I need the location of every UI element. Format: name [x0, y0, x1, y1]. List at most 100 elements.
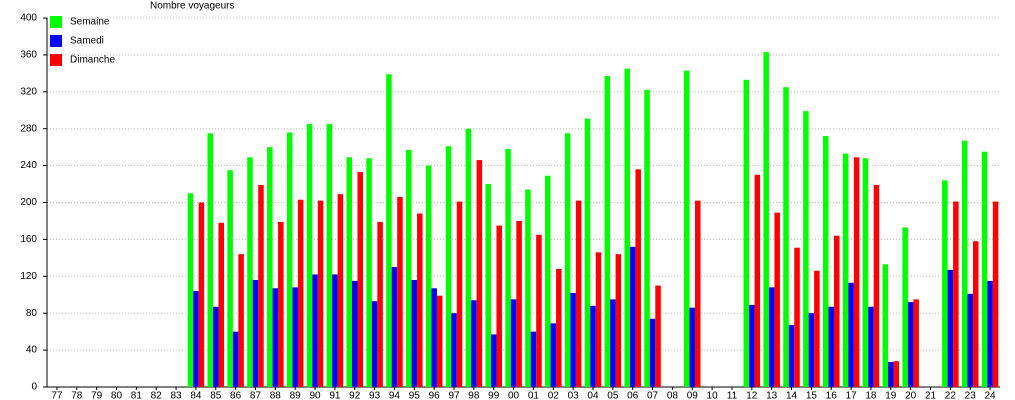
x-tick-label: 13 [766, 391, 778, 400]
y-tick-label: 240 [20, 160, 37, 171]
bar [411, 279, 418, 387]
x-tick-label: 11 [727, 391, 738, 400]
bar [238, 254, 244, 387]
bar [868, 306, 874, 387]
bar [743, 79, 750, 388]
bar [326, 124, 333, 388]
x-tick-label: 85 [210, 391, 222, 400]
x-tick-label: 77 [51, 391, 63, 400]
x-tick-label: 08 [667, 391, 679, 400]
x-tick-label: 15 [806, 391, 818, 400]
bar [961, 140, 968, 387]
legend-label: Semaine [70, 17, 110, 28]
bar [406, 149, 412, 387]
bar [788, 325, 795, 387]
bar [604, 76, 611, 388]
bar [783, 87, 789, 387]
bar [942, 180, 948, 387]
bar [272, 288, 279, 387]
bar [451, 313, 457, 387]
x-tick-label: 95 [409, 391, 421, 400]
y-axis-label: Nombre voyageurs [150, 1, 234, 12]
bar [689, 307, 696, 387]
bar [981, 151, 988, 387]
bar [655, 285, 661, 387]
bar [213, 306, 219, 387]
y-tick-label: 320 [20, 86, 37, 97]
bar [371, 301, 378, 387]
bar [496, 225, 502, 387]
bar [913, 299, 919, 387]
x-tick-label: 21 [925, 391, 937, 400]
x-tick-label: 05 [607, 391, 619, 400]
x-tick-label: 90 [309, 391, 321, 400]
bar [615, 254, 622, 387]
x-tick-label: 98 [468, 391, 480, 400]
bar [377, 221, 383, 387]
x-tick-label: 88 [270, 391, 282, 400]
x-tick-label: 79 [91, 391, 103, 400]
x-tick-label: 01 [528, 391, 540, 400]
bar [947, 269, 954, 387]
bar [768, 287, 775, 387]
bar [882, 264, 889, 387]
x-tick-label: 16 [826, 391, 838, 400]
bar [629, 246, 636, 387]
bar [624, 68, 630, 388]
bar [258, 184, 264, 387]
bar [198, 202, 205, 387]
bar [218, 222, 225, 387]
legend-label: Samedi [70, 36, 104, 47]
bar [842, 153, 849, 387]
x-tick-label: 96 [429, 391, 441, 400]
bar [644, 89, 650, 387]
bar [306, 124, 313, 388]
x-tick-label: 86 [230, 391, 242, 400]
legend-swatch [50, 35, 62, 47]
bar [953, 201, 959, 387]
bar [490, 334, 497, 387]
x-tick-label: 22 [945, 391, 957, 400]
bar [635, 169, 641, 387]
bar [649, 318, 656, 387]
bar [556, 268, 562, 387]
x-tick-label: 82 [151, 391, 163, 400]
x-tick-label: 93 [369, 391, 381, 400]
bar [346, 157, 352, 387]
bar [525, 189, 531, 387]
bar [247, 157, 253, 387]
bar [465, 128, 472, 387]
x-tick-label: 99 [488, 391, 500, 400]
x-tick-label: 94 [389, 391, 401, 400]
bar [992, 201, 999, 387]
x-tick-label: 20 [905, 391, 917, 400]
bar [292, 287, 298, 387]
legend-swatch [50, 54, 62, 66]
bar [545, 175, 551, 387]
bar [610, 299, 616, 387]
bar [227, 170, 233, 387]
x-tick-label: 09 [687, 391, 699, 400]
bar [888, 362, 894, 387]
x-tick-label: 12 [746, 391, 758, 400]
x-tick-label: 02 [548, 391, 560, 400]
bar [232, 331, 239, 387]
bar [351, 280, 358, 387]
x-tick-label: 23 [965, 391, 977, 400]
x-tick-label: 06 [627, 391, 639, 400]
bar [853, 157, 860, 387]
x-tick-label: 87 [250, 391, 262, 400]
bar [987, 280, 993, 387]
bar [386, 74, 392, 388]
y-tick-label: 80 [26, 308, 38, 319]
y-tick-label: 40 [26, 345, 38, 356]
x-tick-label: 83 [170, 391, 182, 400]
bar [297, 199, 304, 387]
bar [862, 158, 869, 387]
bar [187, 193, 194, 387]
bar [516, 220, 522, 387]
y-tick-label: 360 [20, 50, 37, 61]
bar [814, 270, 820, 387]
bar [193, 291, 199, 387]
